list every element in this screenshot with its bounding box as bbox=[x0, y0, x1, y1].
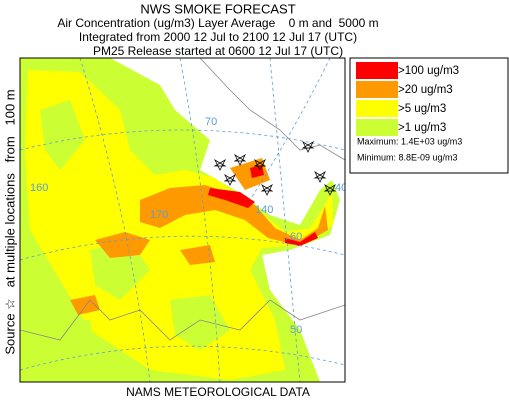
legend-label: >100 ug/m3 bbox=[398, 65, 459, 77]
footer: NAMS METEOROLOGICAL DATA bbox=[126, 385, 310, 399]
subtitle: Integrated from 2000 12 Jul to 2100 12 J… bbox=[79, 30, 357, 44]
grid-label: 50 bbox=[290, 324, 302, 336]
minimum: Minimum: 8.8E-09 ug/m3 bbox=[357, 152, 458, 162]
title: NWS SMOKE FORECAST bbox=[140, 1, 295, 16]
subtitle: Air Concentration (ug/m3) Layer Average … bbox=[57, 16, 378, 30]
legend-label: >5 ug/m3 bbox=[398, 103, 446, 115]
grid-label: 140 bbox=[255, 204, 273, 216]
subtitle: PM25 Release started at 0600 12 Jul 17 (… bbox=[93, 44, 343, 58]
legend: >100 ug/m3 >20 ug/m3 >5 ug/m3 >1 ug/m3 bbox=[349, 57, 509, 174]
grid-label: 70 bbox=[205, 116, 217, 128]
maximum: Maximum: 1.4E+03 ug/m3 bbox=[357, 136, 462, 146]
grid-label: 160 bbox=[30, 182, 48, 194]
grid-label: 170 bbox=[150, 209, 168, 221]
grid-label: 60 bbox=[290, 231, 302, 243]
legend-label: >20 ug/m3 bbox=[398, 84, 453, 96]
map: 170 140 70 160 60 50 40 bbox=[19, 57, 347, 383]
legend-swatch bbox=[356, 119, 398, 136]
legend-swatch bbox=[356, 100, 398, 117]
source-label: Source ☆ at multiple locations from 100 … bbox=[2, 89, 17, 354]
legend-swatch bbox=[356, 62, 398, 79]
legend-label: >1 ug/m3 bbox=[398, 122, 446, 134]
grid-label: 40 bbox=[335, 182, 347, 194]
legend-swatch bbox=[356, 81, 398, 98]
